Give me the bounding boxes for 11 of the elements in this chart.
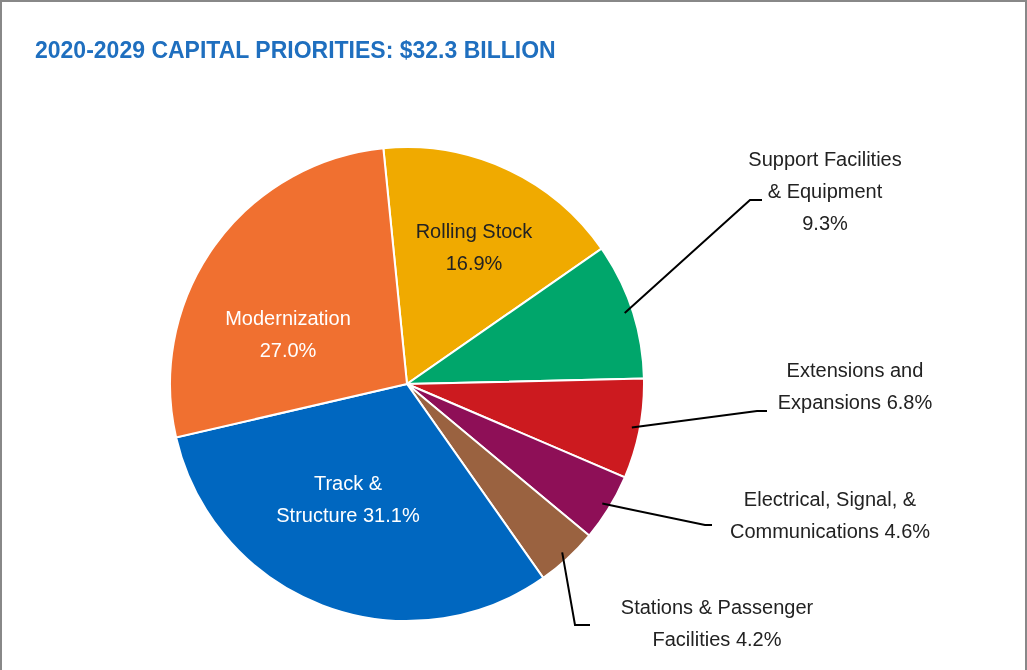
data-label: 27.0% xyxy=(259,339,317,361)
chart-title: 2020-2029 CAPITAL PRIORITIES: $32.3 BILLION xyxy=(35,37,556,63)
data-label: 16.9% xyxy=(445,252,503,274)
slice-label: Track & Structure 31.1% xyxy=(276,472,420,526)
data-label: 9.3% xyxy=(802,212,849,234)
slice-label: Stations & Passenger Facilities 4.2% xyxy=(620,596,814,650)
slice-label: Rolling Stock xyxy=(415,220,534,242)
slice-label: Support Facilities & Equipment xyxy=(748,148,902,202)
slice-label: Modernization xyxy=(225,307,351,329)
slice-label: Extensions and Expansions 6.8% xyxy=(777,359,933,413)
slice-label: Electrical, Signal, & Communications 4.6% xyxy=(729,488,931,542)
